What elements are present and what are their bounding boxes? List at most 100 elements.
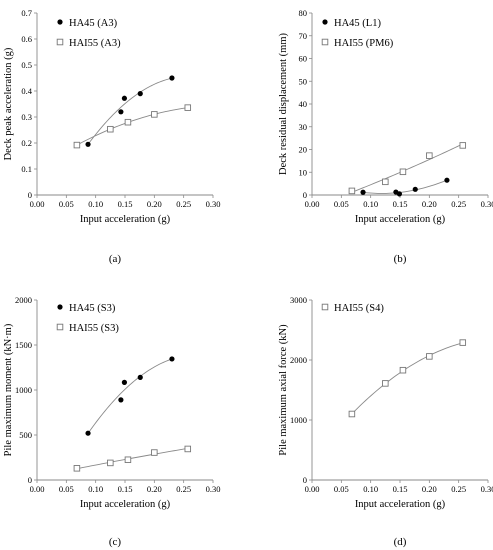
x-tick-label: 0.15	[118, 199, 133, 209]
x-tick-label: 0.25	[176, 484, 191, 494]
data-point	[459, 142, 467, 149]
legend-label: HAI55 (S4)	[334, 303, 384, 314]
x-tick-label: 0.05	[334, 199, 349, 209]
x-tick-label: 0.25	[176, 199, 191, 209]
data-point	[399, 168, 407, 176]
y-tick-label: 0.6	[21, 34, 32, 44]
legend-marker	[321, 303, 329, 311]
chart-panel: 0.00 0.05 0.10 0.15 0.20 0.25 0.30 0 0.1 0.2 0.3 0.…	[3, 8, 220, 265]
x-tick-label: 0.10	[88, 484, 103, 494]
legend-marker	[322, 19, 328, 25]
legend-label: HA45 (L1)	[334, 18, 381, 29]
trend-line	[87, 358, 173, 434]
data-point	[444, 177, 450, 183]
trend-line	[351, 143, 463, 193]
trend-line	[76, 107, 188, 146]
data-point	[382, 178, 389, 186]
x-tick-label: 0.05	[59, 199, 74, 209]
y-tick-label: 10	[299, 167, 308, 177]
data-point	[399, 366, 407, 374]
chart-panel: 0.00 0.05 0.10 0.15 0.20 0.25 0.30 0 1000 2000 300…	[278, 295, 493, 548]
x-tick-label: 0.15	[118, 484, 133, 494]
data-point	[169, 75, 175, 81]
x-tick-label: 0.30	[206, 199, 221, 209]
legend-marker	[57, 19, 63, 25]
legend-marker	[321, 38, 329, 46]
data-point	[151, 449, 158, 456]
x-tick-label: 0.20	[422, 484, 437, 494]
panel-caption: (d)	[394, 536, 407, 548]
y-axis-label: Pile maximum axial force (kN)	[278, 324, 289, 456]
y-tick-label: 0	[303, 190, 307, 200]
y-tick-label: 80	[299, 8, 308, 18]
data-point	[73, 465, 81, 472]
y-tick-label: 40	[299, 99, 308, 109]
y-tick-label: 0	[28, 190, 32, 200]
y-tick-label: 0.2	[21, 138, 32, 148]
y-tick-label: 2000	[15, 295, 32, 305]
y-axis-label: Deck peak acceleration (g)	[3, 47, 14, 160]
y-axis-label: Pile maximum moment (kN·m)	[3, 323, 14, 456]
legend-label: HAI55 (PM6)	[334, 38, 394, 49]
x-axis-label: Input acceleration (g)	[80, 214, 171, 225]
data-point	[73, 141, 81, 149]
y-tick-label: 1000	[290, 415, 307, 425]
y-tick-label: 0.4	[21, 86, 32, 96]
x-tick-label: 0.25	[451, 199, 466, 209]
x-tick-label: 0.30	[206, 484, 221, 494]
legend-marker	[56, 323, 64, 331]
data-point	[412, 186, 418, 192]
legend-marker	[56, 38, 64, 46]
trend-line	[87, 77, 173, 145]
data-point	[121, 95, 128, 101]
data-point	[396, 191, 403, 197]
x-tick-label: 0.30	[481, 484, 493, 494]
data-point	[124, 118, 132, 126]
y-tick-label: 0	[303, 475, 307, 485]
x-tick-label: 0.05	[59, 484, 74, 494]
x-tick-label: 0.00	[305, 199, 320, 209]
legend-label: HAI55 (S3)	[69, 323, 119, 334]
x-tick-label: 0.10	[88, 199, 103, 209]
chart-panel: 0.00 0.05 0.10 0.15 0.20 0.25 0.30 0 10 20 30 40 50 6…	[278, 8, 493, 265]
chart-panel: 0.00 0.05 0.10 0.15 0.20 0.25 0.30 0 500 1000 1500…	[3, 295, 220, 548]
data-point	[360, 189, 366, 195]
data-point	[118, 109, 124, 115]
y-tick-label: 50	[299, 76, 308, 86]
trend-line	[351, 342, 463, 415]
panel-caption: (b)	[394, 253, 407, 265]
x-tick-label: 0.20	[422, 199, 437, 209]
data-point	[184, 445, 192, 453]
x-tick-label: 0.05	[334, 484, 349, 494]
legend-label: HAI55 (A3)	[69, 38, 121, 49]
legend-label: HA45 (A3)	[69, 18, 118, 29]
data-point	[169, 356, 175, 362]
x-tick-label: 0.20	[147, 199, 162, 209]
x-tick-label: 0.10	[363, 199, 378, 209]
y-tick-label: 0.1	[21, 164, 32, 174]
x-tick-label: 0.00	[30, 484, 45, 494]
legend-label: HA45 (S3)	[69, 303, 116, 314]
y-tick-label: 0.7	[21, 8, 32, 18]
y-tick-label: 0.5	[21, 60, 32, 70]
x-tick-label: 0.00	[30, 199, 45, 209]
data-point	[107, 459, 114, 467]
trend-line	[76, 447, 188, 470]
x-tick-label: 0.00	[305, 484, 320, 494]
data-point	[107, 125, 114, 133]
data-point	[85, 141, 91, 147]
y-tick-label: 500	[19, 430, 32, 440]
data-point	[124, 456, 132, 464]
y-tick-label: 3000	[290, 295, 307, 305]
x-axis-label: Input acceleration (g)	[355, 499, 446, 510]
x-tick-label: 0.15	[393, 484, 408, 494]
data-point	[85, 430, 91, 436]
data-point	[382, 380, 389, 387]
y-tick-label: 30	[299, 122, 308, 132]
data-point	[348, 187, 356, 195]
data-point	[151, 111, 158, 118]
x-tick-label: 0.15	[393, 199, 408, 209]
data-point	[426, 152, 433, 159]
data-point	[137, 374, 143, 380]
x-tick-label: 0.25	[451, 484, 466, 494]
